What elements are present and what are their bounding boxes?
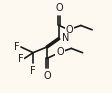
Text: O: O bbox=[66, 25, 73, 36]
Text: O: O bbox=[56, 47, 64, 57]
Text: F: F bbox=[14, 42, 19, 52]
Text: O: O bbox=[55, 3, 63, 13]
Text: F: F bbox=[18, 54, 24, 64]
Text: N: N bbox=[62, 33, 69, 43]
Text: F: F bbox=[30, 66, 36, 76]
Text: O: O bbox=[43, 71, 51, 81]
